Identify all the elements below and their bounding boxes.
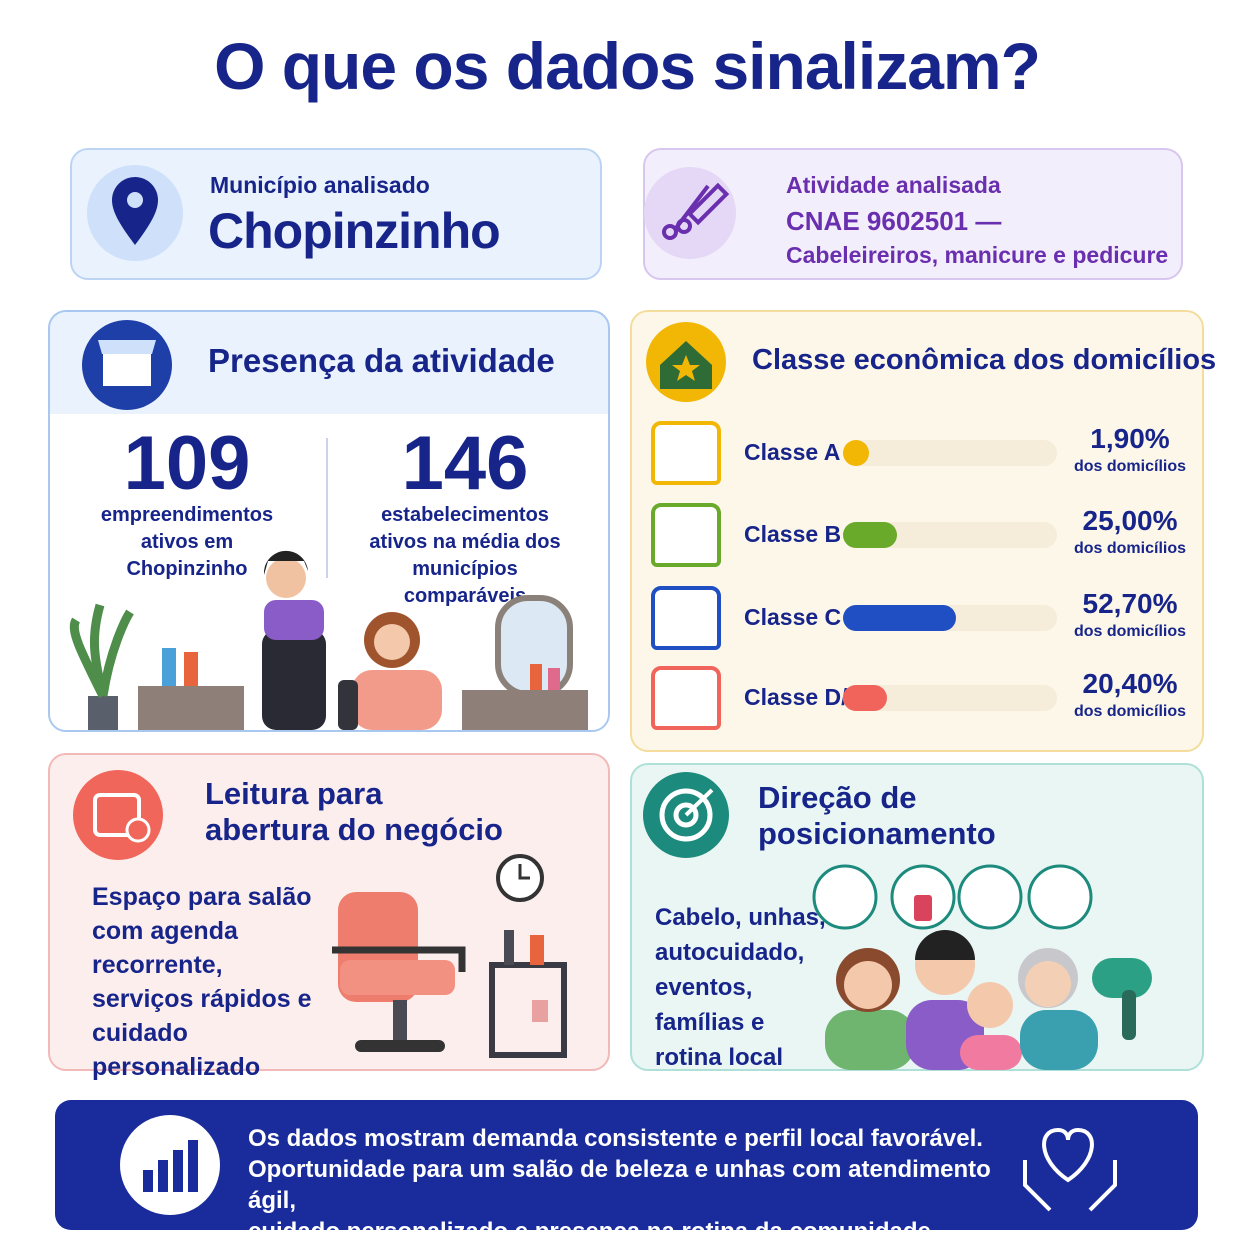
value-label: 1,90%: [1090, 423, 1170, 454]
class-icon: [651, 503, 721, 567]
atividade-description: Cabeleireiros, manicure e pedicure: [786, 242, 1169, 268]
class-name: Classe B: [744, 521, 842, 547]
class-icon: [651, 666, 721, 730]
footer-text: Os dados mostram demanda consistente e p…: [248, 1123, 1008, 1247]
bar: [843, 440, 869, 466]
footer-line: Oportunidade para um salão de beleza e u…: [248, 1156, 991, 1214]
value-note: dos domicílios: [1073, 458, 1186, 475]
municipio-value: Chopinzinho: [208, 203, 501, 259]
classe-title: Classe econômica dos domicílios: [752, 344, 1217, 376]
value-note: dos domicílios: [1073, 623, 1186, 640]
bar: [843, 685, 887, 711]
stat-value: 109: [123, 421, 251, 506]
atividade-label: Atividade analisada: [786, 172, 1001, 198]
value-label: 20,40%: [1082, 668, 1178, 699]
value-note: dos domicílios: [1073, 540, 1186, 557]
bar: [843, 605, 956, 631]
footer-line: cuidado personalizado e presença na roti…: [248, 1218, 938, 1245]
stat-text: empreendimentos ativos em Chopinzinho: [100, 504, 274, 580]
direcao-title: Direção de posicionamento: [758, 780, 996, 851]
atividade-code: CNAE 9602501 —: [786, 206, 1002, 236]
class-icon: [651, 586, 721, 650]
presenca-title: Presença da atividade: [208, 342, 555, 379]
page-title: O que os dados sinalizam?: [214, 29, 1041, 103]
bar: [843, 522, 897, 548]
divider: [326, 438, 328, 578]
direcao-text: Cabelo, unhas, autocuidado, eventos, fam…: [655, 904, 826, 1071]
stat-value: 146: [401, 421, 529, 506]
class-name: Classe C: [744, 604, 842, 630]
footer-banner: [55, 1100, 1198, 1230]
value-label: 25,00%: [1082, 505, 1178, 536]
leitura-text: Espaço para salão com agenda recorrente,…: [92, 883, 312, 1081]
stat-text: estabelecimentos ativos na média dos mun…: [369, 504, 561, 607]
value-label: 52,70%: [1082, 588, 1178, 619]
municipio-label: Município analisado: [210, 172, 430, 198]
leitura-title: Leitura para abertura do negócio: [205, 776, 503, 847]
bar-track: [843, 440, 1057, 466]
class-icon: [651, 421, 721, 485]
value-note: dos domicílios: [1073, 703, 1186, 720]
class-name: Classe A: [744, 439, 841, 465]
footer-line: Os dados mostram demanda consistente e p…: [248, 1125, 983, 1152]
